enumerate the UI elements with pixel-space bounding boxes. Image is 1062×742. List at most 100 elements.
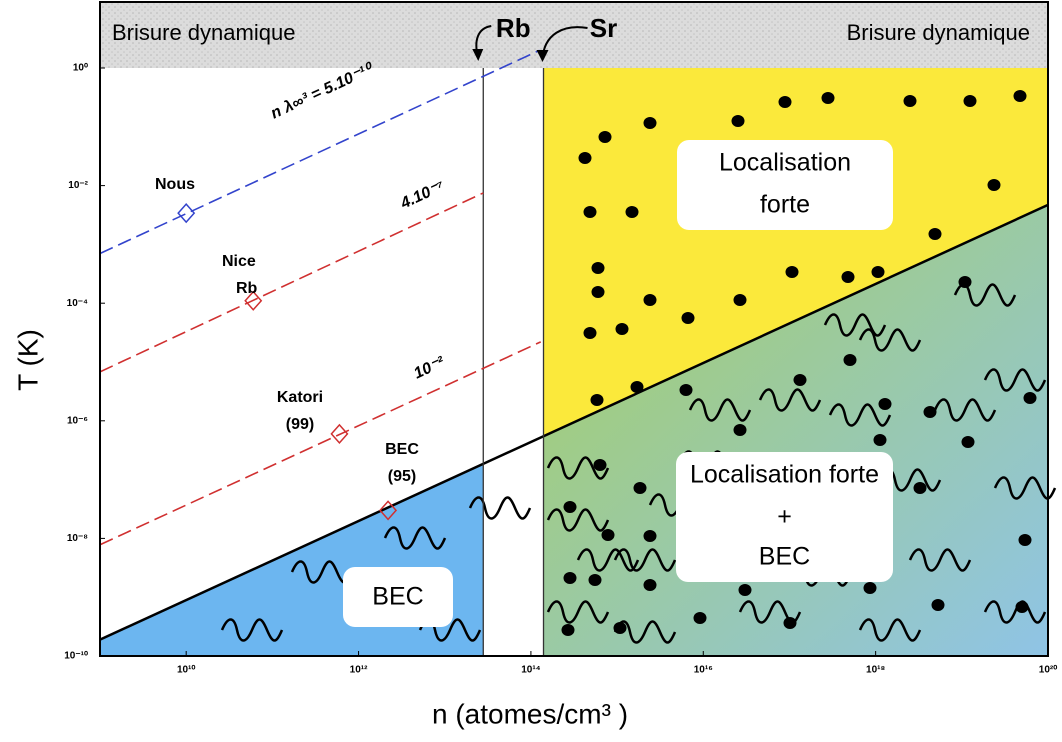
dot [583,206,597,218]
label-box [676,452,893,582]
dot [591,262,605,274]
region-label: Localisation forte [690,461,879,489]
y-tick-label: 10⁻⁶ [67,415,88,426]
point-label: Nous [155,176,195,193]
point-label: (95) [388,468,416,485]
wave [468,496,532,520]
label-box [343,567,453,627]
dot [783,617,797,629]
dot [588,574,602,586]
dot [821,92,835,104]
dot [583,327,597,339]
phase-boundary [99,203,1049,641]
dot [843,354,857,366]
region-label: Localisation [719,149,851,177]
band-label: Brisure dynamique [847,20,1030,45]
y-tick-label: 10⁻⁴ [67,298,88,309]
wave [983,368,1047,392]
wave [688,398,752,422]
wave [613,548,677,572]
line-label: 10⁻² [411,354,447,383]
dot [615,323,629,335]
top-band [100,2,1048,68]
region-label: + [777,503,792,531]
dot [733,294,747,306]
x-tick-label: 10²⁰ [1039,665,1057,676]
band-label: Brisure dynamique [112,20,295,45]
arrow-head [536,50,549,62]
limit-label: Sr [590,13,617,43]
wave [576,548,640,572]
wave [858,328,922,352]
dashed-line [99,49,540,255]
wave [908,548,972,572]
bec-region [100,463,484,656]
wave [953,283,1017,307]
wave [993,476,1057,500]
dot [733,424,747,436]
dot [913,482,927,494]
plot-frame [99,1,1049,657]
point-label: (99) [286,416,314,433]
dot [931,599,945,611]
dot [561,624,575,636]
point-label: Nice [222,253,256,270]
y-tick-label: 10⁻¹⁰ [64,651,88,662]
dashed-line [99,341,542,546]
strong-region [543,68,1048,437]
line-label: n λ∞³ = 5.10⁻¹⁰ [268,60,377,122]
dot [643,294,657,306]
both-region [543,204,1048,656]
y-axis-title: T (K) [12,329,43,391]
dot [598,131,612,143]
wave [933,398,997,422]
dot [625,206,639,218]
x-tick-label: 10¹⁶ [694,665,713,676]
dot [963,95,977,107]
x-axis-title: n (atomes/cm³ ) [432,698,628,729]
wave [738,600,802,624]
wave [546,600,610,624]
arrow-head [472,49,484,61]
y-tick-label: 10⁻⁸ [67,533,88,544]
point [379,500,398,521]
point [330,423,349,444]
dot [928,228,942,240]
dot [961,436,975,448]
wave [613,620,677,644]
dot [785,266,799,278]
dot [1013,90,1027,102]
wave [220,618,284,642]
dot [593,459,607,471]
dot [923,406,937,418]
dot [903,95,917,107]
dot [630,381,644,393]
dot [987,179,1001,191]
limit-label: Rb [496,13,531,43]
dot [643,117,657,129]
wave [983,600,1047,624]
wave [546,508,610,532]
x-tick-label: 10¹⁸ [866,665,885,676]
dot [601,529,615,541]
dot [693,612,707,624]
dot [731,115,745,127]
region-label: forte [760,191,810,219]
point [177,203,196,224]
wave [758,388,822,412]
y-tick-label: 10⁻² [68,180,88,191]
wave [823,313,887,337]
wave [383,526,447,550]
x-tick-label: 10¹² [350,665,368,676]
point-label: Rb [236,280,258,297]
wave [828,403,892,427]
dot [1018,534,1032,546]
region-label: BEC [759,543,810,571]
dashed-line [99,192,484,373]
dot [863,582,877,594]
dot [591,286,605,298]
dot [873,434,887,446]
label-box [677,140,893,230]
dot [563,501,577,513]
wave [290,560,354,584]
